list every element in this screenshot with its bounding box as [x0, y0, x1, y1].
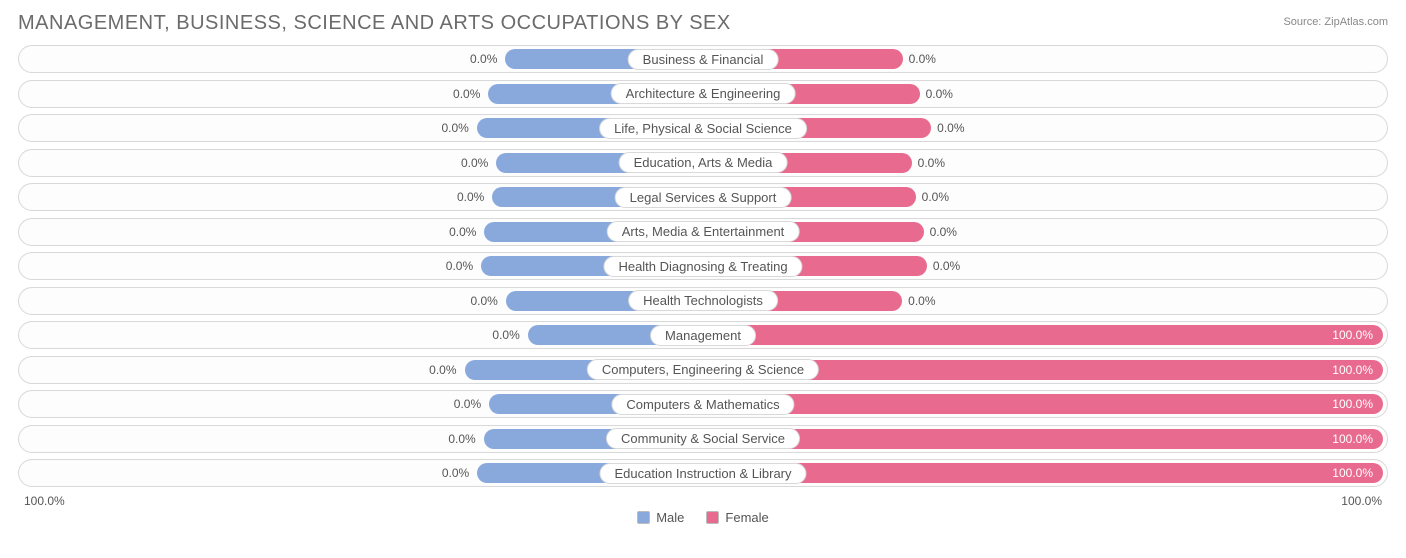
- male-pct-label: 0.0%: [448, 432, 475, 446]
- female-pct-label: 0.0%: [933, 259, 960, 273]
- female-swatch-icon: [706, 511, 719, 524]
- row-center: Health Technologists: [628, 290, 778, 312]
- male-swatch-icon: [637, 511, 650, 524]
- row-label: Computers, Engineering & Science: [587, 359, 819, 380]
- male-pct-label: 0.0%: [470, 52, 497, 66]
- x-axis: 100.0% 100.0%: [18, 494, 1388, 508]
- row-center: Education Instruction & Library: [599, 462, 806, 484]
- chart-row: 0.0% 0.0% Education, Arts & Media: [18, 149, 1388, 177]
- female-pct-label: 0.0%: [937, 121, 964, 135]
- row-label: Education Instruction & Library: [599, 463, 806, 484]
- row-label: Legal Services & Support: [615, 187, 792, 208]
- axis-right-label: 100.0%: [1341, 494, 1382, 508]
- legend-male-label: Male: [656, 510, 684, 525]
- row-label: Community & Social Service: [606, 428, 800, 449]
- female-pct-label: 100.0%: [1322, 466, 1383, 480]
- female-pct-label: 100.0%: [1322, 363, 1383, 377]
- chart-header: MANAGEMENT, BUSINESS, SCIENCE AND ARTS O…: [18, 12, 1388, 35]
- row-center: Education, Arts & Media: [619, 152, 788, 174]
- chart-row: 0.0% 0.0% Health Diagnosing & Treating: [18, 252, 1388, 280]
- row-center: Legal Services & Support: [615, 186, 792, 208]
- chart-row: 0.0% 100.0% Community & Social Service: [18, 425, 1388, 453]
- male-pct-label: 0.0%: [453, 87, 480, 101]
- row-label: Computers & Mathematics: [611, 394, 794, 415]
- row-center: Health Diagnosing & Treating: [603, 255, 802, 277]
- male-pct-label: 0.0%: [470, 294, 497, 308]
- row-label: Health Diagnosing & Treating: [603, 256, 802, 277]
- legend-female-label: Female: [725, 510, 768, 525]
- row-center: Architecture & Engineering: [611, 83, 796, 105]
- male-pct-label: 0.0%: [442, 466, 469, 480]
- male-pct-label: 0.0%: [492, 328, 519, 342]
- row-center: Arts, Media & Entertainment: [607, 221, 800, 243]
- chart-title: MANAGEMENT, BUSINESS, SCIENCE AND ARTS O…: [18, 12, 731, 35]
- row-label: Architecture & Engineering: [611, 83, 796, 104]
- female-pct-label: 0.0%: [930, 225, 957, 239]
- legend-item-female: Female: [706, 510, 768, 525]
- row-center: Management: [650, 324, 756, 346]
- female-pct-label: 100.0%: [1322, 397, 1383, 411]
- female-bar: 100.0%: [694, 325, 1383, 345]
- chart-row: 0.0% 0.0% Architecture & Engineering: [18, 80, 1388, 108]
- row-center: Computers, Engineering & Science: [587, 359, 819, 381]
- female-pct-label: 0.0%: [918, 156, 945, 170]
- female-pct-label: 0.0%: [922, 190, 949, 204]
- female-bar: 100.0%: [694, 394, 1383, 414]
- diverging-bar-chart: 0.0% 0.0% Business & Financial 0.0% 0.0% Arch…: [18, 45, 1388, 487]
- row-center: Business & Financial: [628, 48, 779, 70]
- row-center: Life, Physical & Social Science: [599, 117, 807, 139]
- chart-row: 0.0% 100.0% Management: [18, 321, 1388, 349]
- female-pct-label: 0.0%: [909, 52, 936, 66]
- chart-row: 0.0% 100.0% Computers, Engineering & Scien…: [18, 356, 1388, 384]
- male-pct-label: 0.0%: [457, 190, 484, 204]
- chart-row: 0.0% 100.0% Computers & Mathematics: [18, 390, 1388, 418]
- chart-row: 0.0% 0.0% Legal Services & Support: [18, 183, 1388, 211]
- female-pct-label: 100.0%: [1322, 432, 1383, 446]
- male-pct-label: 0.0%: [454, 397, 481, 411]
- female-pct-label: 100.0%: [1322, 328, 1383, 342]
- male-pct-label: 0.0%: [461, 156, 488, 170]
- female-pct-label: 0.0%: [908, 294, 935, 308]
- row-center: Community & Social Service: [606, 428, 800, 450]
- male-pct-label: 0.0%: [449, 225, 476, 239]
- chart-row: 0.0% 0.0% Life, Physical & Social Science: [18, 114, 1388, 142]
- row-label: Health Technologists: [628, 290, 778, 311]
- female-pct-label: 0.0%: [926, 87, 953, 101]
- legend: Male Female: [18, 510, 1388, 525]
- axis-left-label: 100.0%: [24, 494, 65, 508]
- male-pct-label: 0.0%: [446, 259, 473, 273]
- row-label: Business & Financial: [628, 49, 779, 70]
- legend-item-male: Male: [637, 510, 684, 525]
- male-pct-label: 0.0%: [441, 121, 468, 135]
- row-label: Management: [650, 325, 756, 346]
- chart-row: 0.0% 0.0% Business & Financial: [18, 45, 1388, 73]
- chart-source: Source: ZipAtlas.com: [1283, 12, 1388, 28]
- row-label: Life, Physical & Social Science: [599, 118, 807, 139]
- row-label: Education, Arts & Media: [619, 152, 788, 173]
- chart-row: 0.0% 0.0% Arts, Media & Entertainment: [18, 218, 1388, 246]
- male-pct-label: 0.0%: [429, 363, 456, 377]
- chart-row: 0.0% 0.0% Health Technologists: [18, 287, 1388, 315]
- row-center: Computers & Mathematics: [611, 393, 794, 415]
- chart-row: 0.0% 100.0% Education Instruction & Librar…: [18, 459, 1388, 487]
- row-label: Arts, Media & Entertainment: [607, 221, 800, 242]
